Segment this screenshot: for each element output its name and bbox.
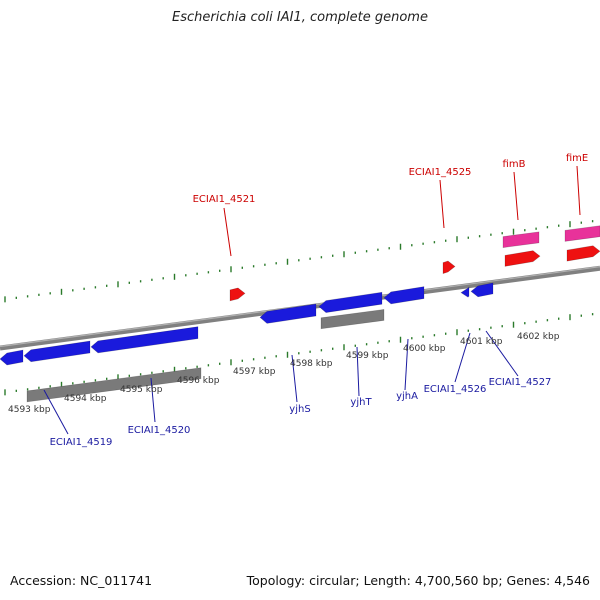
gene-label-reverse: ECIAI1_4519 [50, 437, 113, 448]
cds-reverse [318, 291, 383, 313]
scale-label: 4593 kbp [8, 405, 51, 415]
cds-reverse [90, 326, 199, 354]
cds-reverse [470, 282, 494, 298]
genome-stats-text: Topology: circular; Length: 4,700,560 bp… [246, 573, 590, 588]
gene-bar [320, 309, 385, 330]
gene-label-reverse: yjhT [350, 397, 372, 408]
label-leader-line [404, 338, 409, 391]
cds-forward [504, 250, 541, 267]
gene-label-reverse: yjhS [289, 404, 310, 415]
scale-label: 4600 kbp [403, 344, 446, 354]
cds-reverse [259, 303, 317, 324]
gene-bar [26, 367, 202, 403]
label-leader-line [454, 332, 471, 383]
scale-label: 4599 kbp [346, 351, 389, 361]
label-leader-line [356, 346, 360, 397]
gene-label-forward: fimE [566, 153, 588, 164]
label-leader-line [223, 207, 232, 257]
scale-label: 4595 kbp [120, 385, 163, 395]
tick-marks [4, 220, 594, 396]
label-leader-line [485, 330, 519, 377]
cds-forward [229, 287, 246, 302]
gene-label-forward: fimB [503, 159, 526, 170]
labels [43, 165, 581, 435]
label-leader-line [513, 171, 519, 221]
scale-label: 4594 kbp [64, 394, 107, 404]
gene-label-forward: ECIAI1_4521 [193, 194, 256, 205]
cds-forward [566, 245, 600, 262]
feature-pink [502, 231, 540, 248]
feature-pink [564, 225, 600, 242]
cds-reverse [460, 286, 470, 298]
scale-label: 4596 kbp [177, 376, 220, 386]
features [0, 225, 600, 403]
label-leader-line [439, 179, 445, 229]
label-leader-line [576, 165, 581, 216]
cds-reverse [383, 286, 425, 305]
map-title: Escherichia coli IAI1, complete genome [172, 10, 428, 25]
label-leader-line [43, 389, 69, 435]
scale-label: 4602 kbp [517, 332, 560, 342]
cds-reverse [0, 349, 24, 366]
scale-label: 4597 kbp [233, 367, 276, 377]
gene-label-forward: ECIAI1_4525 [409, 167, 472, 178]
label-leader-line [150, 377, 156, 423]
gene-label-reverse: ECIAI1_4527 [489, 377, 552, 388]
gene-label-reverse: ECIAI1_4526 [424, 384, 487, 395]
gene-label-reverse: yjhA [396, 391, 418, 402]
accession-text: Accession: NC_011741 [10, 573, 153, 588]
cds-reverse [23, 340, 91, 363]
label-leader-line [291, 354, 298, 403]
gene-label-reverse: ECIAI1_4520 [128, 425, 191, 436]
scale-label: 4598 kbp [290, 359, 333, 369]
scale-label: 4601 kbp [460, 337, 503, 347]
cds-forward [442, 260, 456, 274]
